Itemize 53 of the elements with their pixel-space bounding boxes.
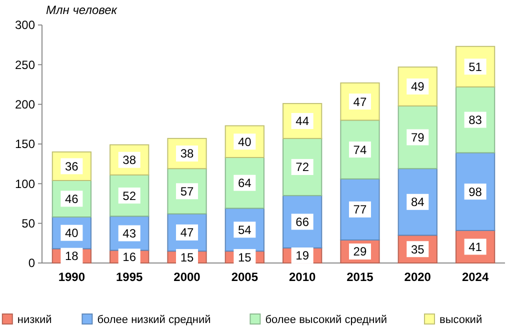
- data-label: 35: [410, 242, 425, 256]
- y-tick-label: 100: [14, 176, 36, 191]
- data-label: 29: [353, 244, 367, 259]
- data-label: 43: [122, 226, 136, 240]
- data-label: 52: [122, 188, 136, 203]
- y-tick-label: 300: [14, 18, 36, 32]
- data-label: 15: [180, 250, 194, 264]
- x-tick-label: 2024: [462, 270, 489, 284]
- x-tick-label: 1990: [58, 270, 86, 284]
- legend-label: более высокий средний: [265, 314, 388, 326]
- data-label: 15: [238, 250, 252, 264]
- bar: [455, 152, 496, 231]
- x-tick-label: 2010: [288, 270, 316, 284]
- data-label: 38: [122, 153, 136, 168]
- data-label: 49: [410, 80, 425, 94]
- data-label: 57: [180, 184, 194, 198]
- data-label: 64: [238, 176, 252, 190]
- y-tick-label: 0: [28, 256, 36, 270]
- data-label: 38: [180, 146, 194, 161]
- data-label: 83: [468, 113, 482, 128]
- data-label: 46: [65, 192, 79, 206]
- data-label: 40: [65, 226, 79, 240]
- x-tick-label: 1995: [116, 270, 144, 284]
- legend-label: более низкий средний: [97, 314, 211, 326]
- data-label: 79: [410, 130, 425, 144]
- y-tick-label: 150: [14, 137, 36, 152]
- data-label: 18: [65, 249, 79, 264]
- y-tick-label: 50: [22, 216, 36, 231]
- data-label: 41: [468, 240, 482, 254]
- y-tick-label: 250: [14, 58, 36, 72]
- x-tick-label: 2005: [231, 270, 258, 284]
- y-axis-title: Млн человек: [46, 3, 118, 17]
- data-label: 36: [65, 159, 79, 174]
- data-label: 98: [468, 184, 482, 199]
- x-tick-label: 2020: [404, 270, 432, 284]
- legend-label: низкий: [17, 314, 52, 326]
- data-label: 47: [353, 94, 367, 109]
- y-tick-label: 200: [14, 98, 36, 112]
- data-label: 40: [238, 134, 252, 149]
- data-label: 54: [238, 222, 252, 237]
- data-label: 51: [468, 60, 482, 74]
- data-label: 47: [180, 226, 194, 240]
- data-label: 72: [296, 160, 310, 174]
- data-label: 66: [296, 214, 310, 229]
- legend-label: высокий: [440, 314, 482, 326]
- x-tick-label: 2015: [346, 270, 374, 284]
- data-label: 84: [410, 195, 425, 210]
- data-label: 44: [296, 114, 310, 128]
- x-tick-label: 2000: [174, 270, 201, 284]
- data-label: 74: [353, 142, 367, 157]
- data-label: 19: [296, 248, 310, 263]
- data-label: 77: [353, 202, 367, 217]
- data-label: 16: [122, 250, 136, 264]
